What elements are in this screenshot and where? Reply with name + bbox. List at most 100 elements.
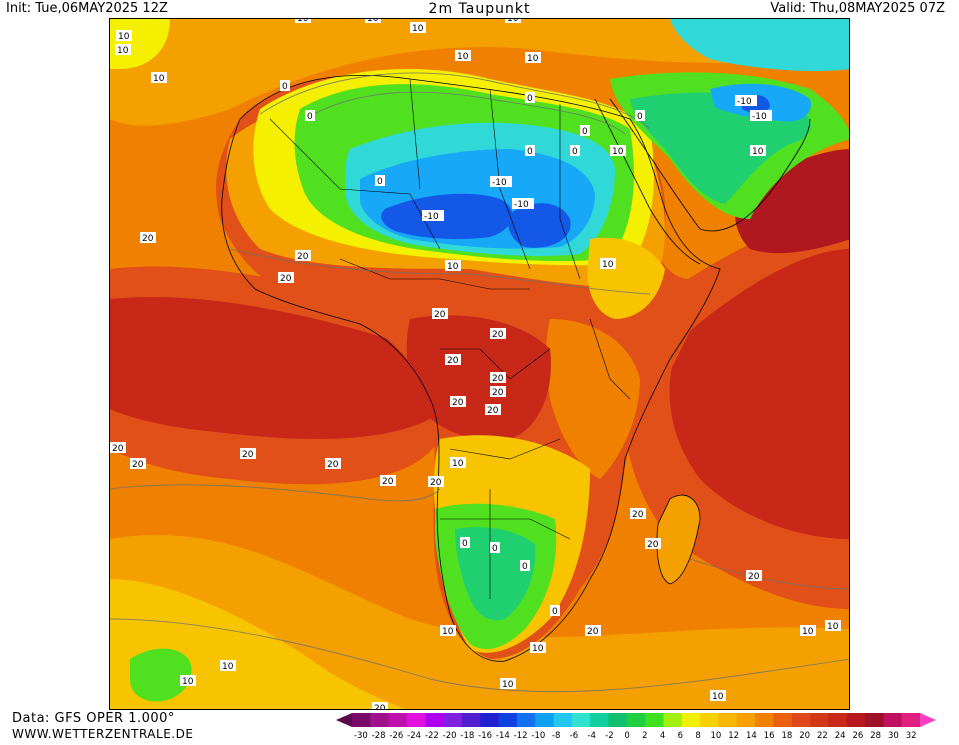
scale-swatch [370, 713, 390, 727]
scale-ticks: -30 -28 -26 -24 -22 -20 -18 -16 -14 -12 -10 -8 -6 -4-… [354, 731, 917, 741]
scale-swatch [773, 713, 793, 727]
contour-label: -10 [735, 95, 757, 107]
contour-label-text: 20 [297, 252, 309, 262]
scale-tick-label: 30 [888, 731, 899, 741]
contour-label-text: 10 [447, 262, 459, 272]
scale-swatch [535, 713, 555, 727]
contour-label-text: 10 [452, 459, 464, 469]
border-4 [559, 104, 581, 280]
contour-label: 10 [116, 30, 132, 42]
scale-tick-label: -30 [354, 731, 368, 741]
contour-label-text: 0 [282, 82, 288, 92]
border-2 [409, 78, 421, 190]
contour-label: 10 [505, 19, 521, 24]
scale-tick-label: 4 [660, 731, 665, 741]
contour-label-text: -10 [424, 212, 439, 222]
libya-driest [508, 203, 571, 248]
contour-label-text: -10 [514, 200, 529, 210]
contour-20-sahel [229, 248, 651, 295]
contour-label-text: 0 [552, 607, 558, 617]
contour-label-text: -10 [492, 178, 507, 188]
contour-label: 10 [825, 620, 841, 632]
color-scale: -30 -28 -26 -24 -22 -20 -18 -16 -14 -12 -10 -8 -6 -4-… [336, 712, 956, 741]
scale-swatch [590, 713, 610, 727]
contour-label: 0 [570, 145, 580, 157]
north-atlantic-yellow [110, 19, 849, 126]
scale-tick-label: 16 [764, 731, 775, 741]
contour-label: 10 [450, 457, 466, 469]
contour-label: 20 [485, 404, 501, 416]
madagascar [656, 495, 700, 584]
contour-label-text: 10 [602, 260, 614, 270]
data-source: Data: GFS OPER 1.000° [12, 711, 175, 726]
scale-tick-label: 2 [642, 731, 647, 741]
contour-label: 20 [372, 702, 388, 709]
scale-tick-label: 14 [746, 731, 757, 741]
contour-label: 10 [445, 260, 461, 272]
scale-low-arrow [336, 713, 352, 727]
contour-label-text: 20 [647, 540, 659, 550]
scale-swatch [828, 713, 848, 727]
border-9 [440, 518, 571, 540]
contour-label: 20 [645, 538, 661, 550]
contour-label: 10 [220, 660, 236, 672]
scale-swatch [443, 713, 463, 727]
scale-swatch [681, 713, 701, 727]
scale-swatch [791, 713, 811, 727]
scale-tick-label: 10 [710, 731, 721, 741]
contour-label: 0 [580, 125, 590, 137]
contour-label: 20 [445, 354, 461, 366]
indian-ocean-warmer [669, 249, 849, 539]
africa-coastline [221, 75, 721, 662]
scale-swatches [336, 713, 936, 727]
contour-label-text: 20 [492, 330, 504, 340]
scale-tick-label: -24 [407, 731, 421, 741]
scale-tick-label: -12 [514, 731, 528, 741]
color-scale-bar: -30 -28 -26 -24 -22 -20 -18 -16 -14 -12 -10 -8 -6 -4-… [336, 713, 936, 741]
contour-10-north [259, 72, 651, 130]
contour-label-text: 10 [222, 662, 234, 672]
contour-label-text: 20 [492, 374, 504, 384]
contour-label: 0 [550, 605, 560, 617]
contour-label-text: 10 [118, 32, 130, 42]
scale-swatch [516, 713, 536, 727]
contour-label-text: 10 [532, 644, 544, 654]
contour-label-text: 20 [142, 234, 154, 244]
border-6 [440, 348, 551, 380]
contour-label-text: 20 [430, 478, 442, 488]
scale-tick-label: 24 [835, 731, 846, 741]
contour-label-text: 0 [462, 539, 468, 549]
contour-label-text: 10 [182, 677, 194, 687]
scale-swatch [406, 713, 426, 727]
contour-label-text: 0 [637, 112, 643, 122]
contour-label-text: 10 [507, 19, 519, 24]
north-blue-strip [670, 19, 849, 71]
scale-high-arrow [920, 713, 936, 727]
contour-label: 20 [140, 232, 156, 244]
sahara-driest [381, 193, 513, 239]
contour-label-text: 20 [447, 356, 459, 366]
contour-label-text: 20 [748, 572, 760, 582]
scale-swatch [480, 713, 500, 727]
contour-label-text: 10 [153, 74, 165, 84]
contour-label-text: 0 [492, 544, 498, 554]
valid-time: Valid: Thu,08MAY2025 07Z [770, 1, 945, 16]
scale-tick-label: 20 [799, 731, 810, 741]
contour-label: 20 [490, 386, 506, 398]
scale-swatch [846, 713, 866, 727]
border-7 [449, 438, 561, 460]
contour-label: 20 [428, 476, 444, 488]
contour-label-text: 0 [527, 94, 533, 104]
scale-swatch [571, 713, 591, 727]
contour-label-text: 10 [297, 19, 309, 24]
scale-swatch [388, 713, 408, 727]
madagascar-coastline [656, 494, 701, 585]
contour-label: 0 [490, 542, 500, 554]
contour-label: -10 [512, 198, 534, 210]
contour-label: 0 [305, 110, 315, 122]
contour-20-south [110, 484, 441, 502]
contour-label-text: 0 [307, 112, 313, 122]
contour-label: 20 [432, 308, 448, 320]
contour-label-text: 20 [132, 460, 144, 470]
